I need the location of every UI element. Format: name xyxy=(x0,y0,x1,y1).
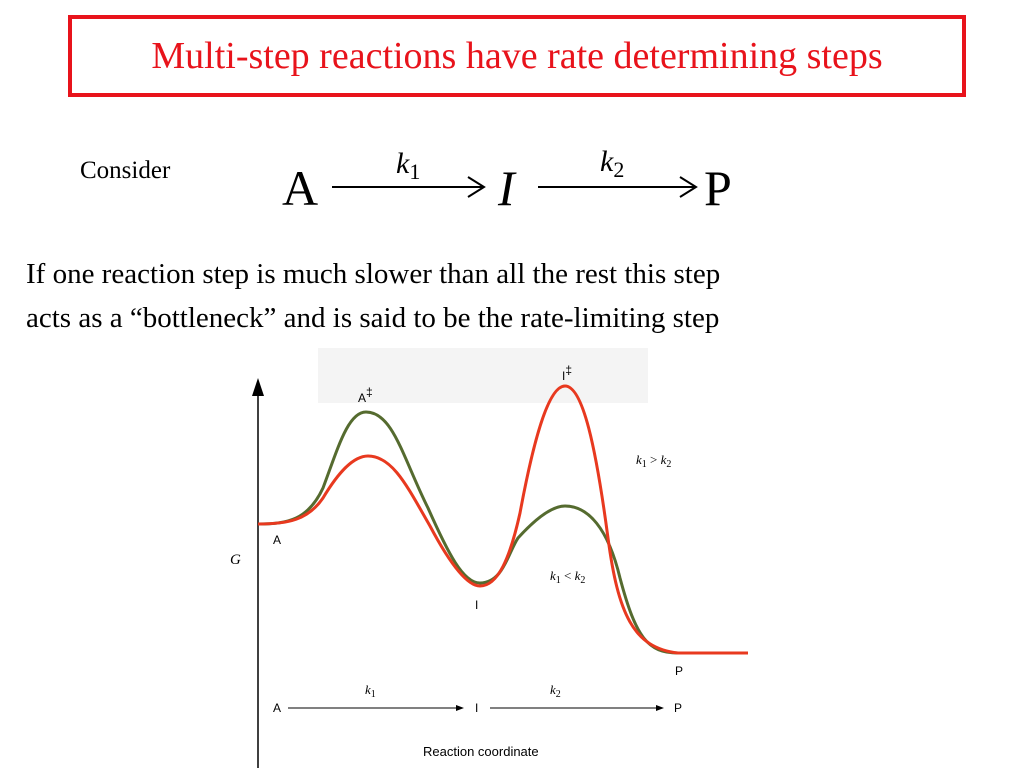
body-paragraph: If one reaction step is much slower than… xyxy=(26,252,1006,340)
scheme-k1-symbol: k xyxy=(396,147,410,180)
ts-label-I: I‡ xyxy=(562,363,572,383)
green-curve-condition: k1 > k2 xyxy=(636,452,671,470)
y-axis-arrowhead xyxy=(252,378,264,396)
arrow-row-k2-symbol: k xyxy=(550,682,556,697)
ts-label-A-dagger: ‡ xyxy=(366,385,373,399)
green-cond-op: > xyxy=(647,452,661,467)
scheme-k2-subscript: 2 xyxy=(613,157,624,182)
ts-label-I-letter: I xyxy=(562,369,565,383)
scheme-reactant: A xyxy=(282,160,318,216)
arrow-row-k1-sub: 1 xyxy=(371,689,376,700)
red-cond-op: < xyxy=(561,568,575,583)
red-curve-condition: k1 < k2 xyxy=(550,568,585,586)
scheme-k1-subscript: 1 xyxy=(409,159,420,184)
scheme-product: P xyxy=(704,160,732,216)
scheme-k2: k2 xyxy=(600,145,624,182)
green-cond-k1: k xyxy=(636,452,642,467)
reaction-scheme: A k1 I k2 P xyxy=(282,145,732,216)
arrow-row-head-2 xyxy=(656,705,664,711)
red-cond-k2: k xyxy=(575,568,581,583)
point-label-A: A xyxy=(273,533,281,547)
scheme-k2-symbol: k xyxy=(600,145,614,178)
green-cond-k2: k xyxy=(661,452,667,467)
body-line-2: acts as a “bottleneck” and is said to be… xyxy=(26,302,720,334)
body-line-1: If one reaction step is much slower than… xyxy=(26,258,721,290)
scheme-k1: k1 xyxy=(396,147,420,184)
ts-label-A-letter: A xyxy=(358,391,366,405)
arrow-row-head-1 xyxy=(456,705,464,711)
arrow-row-k2: k2 xyxy=(550,682,561,700)
arrow-1-head xyxy=(467,176,486,198)
point-label-I: I xyxy=(475,598,478,612)
ts-label-A: A‡ xyxy=(358,385,373,405)
arrow-row-k2-sub: 2 xyxy=(556,689,561,700)
green-curve xyxy=(257,410,748,655)
red-cond-sub2: 2 xyxy=(580,575,585,586)
x-axis-label: Reaction coordinate xyxy=(423,744,539,759)
y-axis-label: G xyxy=(230,552,241,568)
title-box: Multi-step reactions have rate determini… xyxy=(68,15,966,97)
arrow-2-head xyxy=(679,176,698,198)
arrow-row-start: A xyxy=(273,701,281,715)
point-label-P: P xyxy=(675,664,683,678)
green-cond-sub1: 1 xyxy=(642,459,647,470)
arrow-row-k1-symbol: k xyxy=(365,682,371,697)
free-energy-diagram: G A I P A‡ I‡ k1 > k2 k1 < k2 A k1 I k2 … xyxy=(230,348,748,768)
arrow-row-mid: I xyxy=(475,701,478,715)
ts-label-I-dagger: ‡ xyxy=(565,363,572,377)
red-curve xyxy=(257,384,748,655)
arrow-row-k1: k1 xyxy=(365,682,376,700)
red-cond-sub1: 1 xyxy=(556,575,561,586)
scheme-intermediate: I xyxy=(497,160,517,216)
red-cond-k1: k xyxy=(550,568,556,583)
arrow-row-end: P xyxy=(674,701,682,715)
consider-label: Consider xyxy=(80,157,171,184)
slide-title: Multi-step reactions have rate determini… xyxy=(151,35,883,77)
faint-background-patch xyxy=(318,348,648,403)
green-cond-sub2: 2 xyxy=(666,459,671,470)
